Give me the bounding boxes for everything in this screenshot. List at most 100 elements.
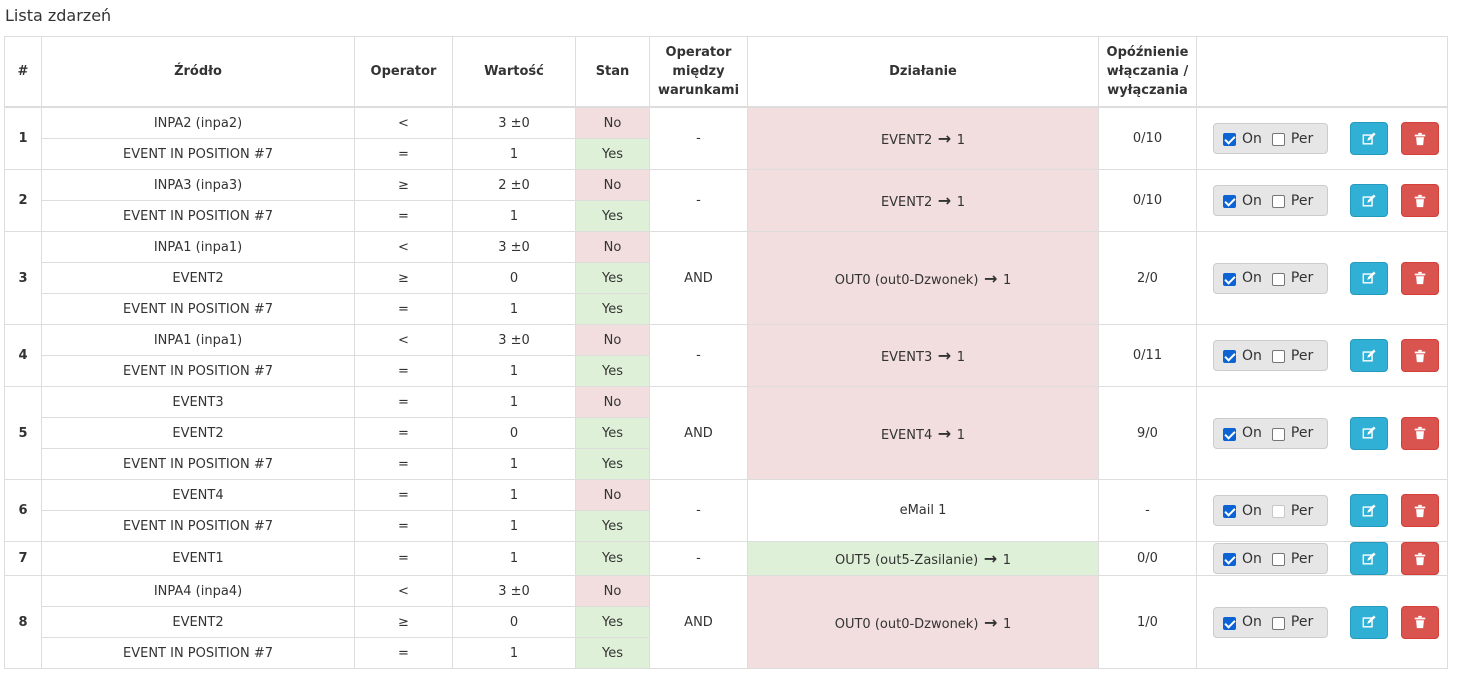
toggle-group: On Per [1213,606,1328,638]
event-actions: On Per [1196,231,1448,325]
arrow-right-icon: → [978,268,1003,288]
per-label[interactable]: Per [1290,192,1314,209]
edit-icon [1362,551,1376,565]
action-target: OUT0 (out0-Dzwonek) [834,616,979,632]
edit-button[interactable] [1350,416,1388,450]
per-checkbox[interactable] [1271,505,1285,518]
per-label[interactable]: Per [1290,347,1314,364]
per-checkbox[interactable] [1271,272,1285,286]
arrow-right-icon: → [932,423,957,443]
event-delay: 0/0 [1098,541,1197,576]
delete-button[interactable] [1401,339,1439,372]
edit-button[interactable] [1350,122,1388,155]
column-header-condition-operator-line1: Operator [665,45,732,60]
event-delay: - [1098,479,1197,542]
edit-button[interactable] [1350,605,1388,639]
per-label[interactable]: Per [1290,550,1314,567]
event-actions: On Per [1196,169,1448,232]
condition-operator: < [354,575,453,607]
edit-button[interactable] [1350,261,1388,295]
condition-operator: = [354,637,453,669]
per-label[interactable]: Per [1290,614,1314,630]
column-header-operator: Operator [354,36,453,108]
on-checkbox[interactable] [1223,427,1236,441]
toggle-group: On Per [1213,543,1328,574]
on-label[interactable]: On [1242,130,1262,147]
on-checkbox[interactable] [1223,616,1236,630]
on-label[interactable]: On [1242,614,1262,630]
condition-source: EVENT2 [41,606,355,638]
action-value: 1 [1002,272,1012,288]
per-checkbox[interactable] [1271,133,1285,146]
conditions-operator: AND [649,386,748,480]
delete-button[interactable] [1401,122,1439,155]
on-label[interactable]: On [1242,347,1262,364]
delete-button[interactable] [1401,542,1439,575]
delete-button[interactable] [1401,261,1439,295]
delete-button[interactable] [1401,184,1439,217]
condition-operator: = [354,479,453,511]
per-label[interactable]: Per [1290,425,1314,441]
on-label[interactable]: On [1242,192,1262,209]
on-checkbox[interactable] [1223,553,1236,566]
on-checkbox[interactable] [1223,350,1236,363]
condition-operator: = [354,355,453,387]
toggle-group: On Per [1213,495,1328,526]
on-checkbox[interactable] [1223,272,1236,286]
on-checkbox[interactable] [1223,505,1236,518]
condition-source: EVENT IN POSITION #7 [41,200,355,232]
delete-button[interactable] [1401,494,1439,527]
condition-operator: = [354,138,453,170]
table-row: 7 EVENT1 = 1 Yes - OUT5 (out5-Zasilanie) → 1 0/… [4,541,1448,576]
per-checkbox[interactable] [1271,350,1285,363]
condition-operator: = [354,510,453,542]
on-label[interactable]: On [1242,425,1262,441]
conditions-operator: - [649,479,748,542]
condition-operator: ≥ [354,262,453,294]
event-action: eMail 1 [747,479,1099,542]
condition-source: INPA2 (inpa2) [41,106,355,139]
event-actions: On Per [1196,541,1448,576]
on-label[interactable]: On [1242,502,1262,519]
condition-state: No [575,324,650,356]
edit-button[interactable] [1350,184,1388,217]
per-label[interactable]: Per [1290,502,1314,519]
action-target: EVENT3 [880,350,933,365]
table-row: EVENT IN POSITION #7 = 1 Yes [5,637,1448,669]
table-row: EVENT IN POSITION #7 = 1 Yes [5,448,1448,480]
per-label[interactable]: Per [1290,270,1314,286]
per-checkbox[interactable] [1271,616,1285,630]
condition-source: EVENT IN POSITION #7 [41,510,355,542]
per-checkbox[interactable] [1271,427,1285,441]
condition-source: INPA4 (inpa4) [41,575,355,607]
event-number: 6 [4,479,42,542]
on-checkbox[interactable] [1223,133,1236,146]
edit-button[interactable] [1350,494,1388,527]
column-header-delay-line3: wyłączania [1107,83,1188,98]
edit-button[interactable] [1350,542,1388,575]
on-label[interactable]: On [1242,550,1262,567]
condition-source: EVENT IN POSITION #7 [41,355,355,387]
condition-state: Yes [575,417,650,449]
column-header-delay: Opóźnienie włączania / wyłączania [1098,36,1197,108]
condition-source: EVENT2 [41,417,355,449]
per-checkbox[interactable] [1271,553,1285,566]
edit-button[interactable] [1350,339,1388,372]
per-label[interactable]: Per [1290,130,1314,147]
action-target: EVENT2 [880,195,933,210]
events-table: # Źródło Operator Wartość Stan Operator … [4,36,1448,669]
conditions-operator: AND [649,575,748,669]
delete-button[interactable] [1401,416,1439,450]
table-body: 1 INPA2 (inpa2) <3 ±0 No - EVENT2 → 1 0/10 On Pe… [4,106,1448,669]
condition-value: 1 [452,448,576,480]
condition-state: No [575,231,650,263]
condition-operator: = [354,293,453,325]
trash-icon [1414,615,1426,629]
on-label[interactable]: On [1242,270,1262,286]
event-number: 4 [4,324,42,387]
event-actions: On Per [1196,575,1448,669]
delete-button[interactable] [1401,605,1439,639]
on-checkbox[interactable] [1223,195,1236,208]
event-delay: 0/11 [1098,324,1197,387]
per-checkbox[interactable] [1271,195,1285,208]
